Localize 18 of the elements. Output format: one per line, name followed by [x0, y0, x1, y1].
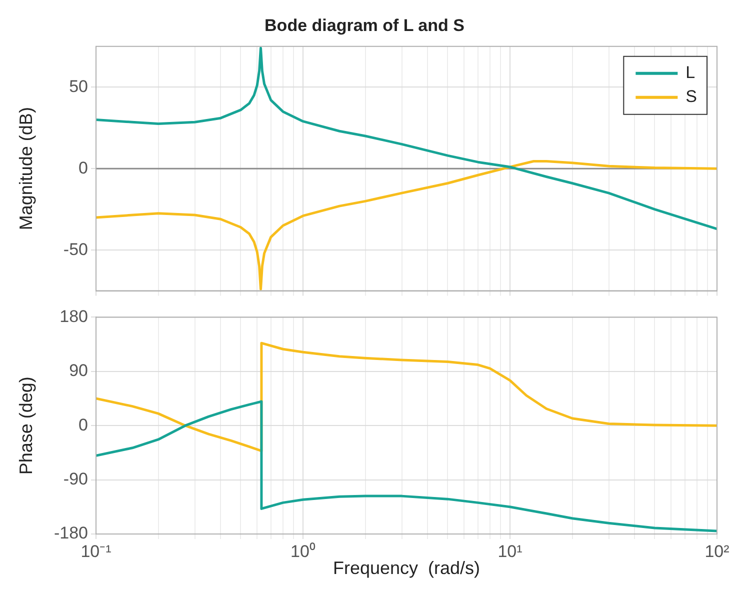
legend-label: S [686, 87, 698, 106]
y-tick-label: -50 [63, 240, 88, 259]
y-tick-label: -180 [54, 524, 88, 543]
chart-title: Bode diagram of L and S [264, 16, 464, 35]
y-tick-label: 50 [69, 76, 88, 96]
x-axis-title: Frequency (rad/s) [332, 558, 480, 578]
x-tick-label: 10⁻¹ [80, 542, 112, 561]
y-tick-label: 90 [69, 361, 88, 380]
y-axis-title: Phase (deg) [16, 376, 36, 475]
y-tick-label: 0 [78, 415, 88, 434]
y-tick-label: 180 [60, 306, 88, 326]
x-tick-label: 10¹ [498, 542, 523, 561]
y-axis-title: Magnitude (dB) [16, 107, 36, 230]
y-tick-label: 0 [78, 158, 88, 178]
legend-label: L [686, 63, 696, 82]
x-tick-label: 10⁰ [290, 542, 316, 561]
x-tick-label: 10² [704, 542, 730, 561]
y-tick-label: -90 [63, 469, 88, 488]
